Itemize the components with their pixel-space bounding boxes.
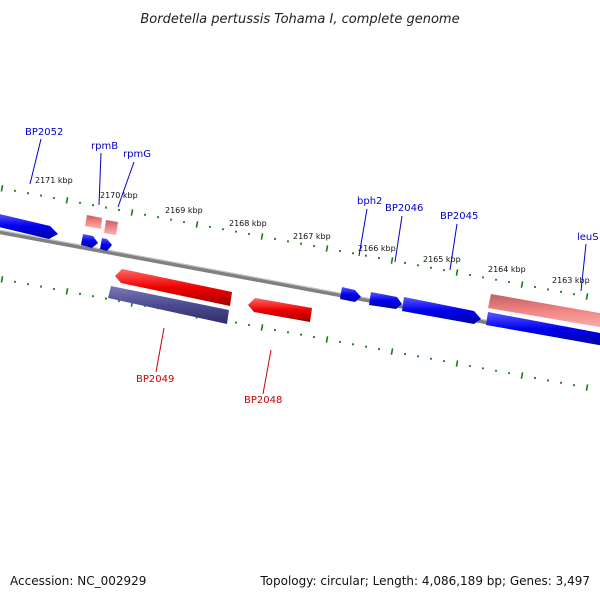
inner-track-major-tick	[0, 276, 4, 283]
genome-summary-text: Topology: circular; Length: 4,086,189 bp…	[259, 574, 590, 588]
gene-arrow-bp2048[interactable]	[248, 298, 312, 322]
gene-arrow-bp2052[interactable]	[0, 213, 58, 239]
rna-gene-rpmg[interactable]	[104, 220, 118, 235]
outer-tick-track	[0, 185, 589, 300]
gene-arrow-bp2046[interactable]	[369, 292, 402, 309]
outer-track-major-tick	[390, 257, 394, 264]
genome-title: Bordetella pertussis Tohama I, complete …	[140, 12, 459, 27]
gene-arrow-leus[interactable]	[486, 312, 600, 346]
leader-bp2046	[394, 215, 403, 263]
outer-track-major-tick	[195, 221, 199, 228]
inner-track-major-tick	[390, 348, 394, 355]
kbp-label-2171: 2171 kbp	[35, 176, 73, 185]
outer-track-major-tick	[455, 269, 459, 276]
inner-track-major-tick	[325, 336, 329, 343]
leader-bp2049	[155, 327, 165, 373]
gene-label-bph2[interactable]: bph2	[357, 196, 382, 207]
kbp-label-2166: 2166 kbp	[358, 244, 396, 253]
gene-arrow-rpmg[interactable]	[100, 238, 112, 251]
kbp-label-2163: 2163 kbp	[552, 276, 590, 285]
leader-rpmb	[98, 152, 102, 206]
gene-label-leus[interactable]: leuS	[577, 232, 599, 243]
inner-track-major-tick	[520, 372, 524, 379]
gene-arrow-bph2[interactable]	[340, 287, 361, 302]
gene-label-rpmb[interactable]: rpmB	[91, 141, 118, 152]
outer-track-major-tick	[130, 209, 134, 216]
gene-label-bp2049[interactable]: BP2049	[136, 374, 174, 385]
leader-rpmg	[117, 161, 135, 208]
kbp-label-2165: 2165 kbp	[423, 255, 461, 264]
outer-track-major-tick	[65, 197, 69, 204]
inner-track-major-tick	[65, 288, 69, 295]
inner-tick-track	[0, 276, 589, 391]
gene-label-bp2045[interactable]: BP2045	[440, 211, 478, 222]
outer-track-major-tick	[585, 293, 589, 300]
gene-arrow-bp2049[interactable]	[115, 269, 232, 306]
pseudo-gene-bp2049[interactable]	[108, 286, 229, 324]
leader-bp2052	[29, 138, 42, 185]
gene-label-bp2048[interactable]: BP2048	[244, 395, 282, 406]
outer-track-major-tick	[325, 245, 329, 252]
inner-track-major-tick	[585, 384, 589, 391]
outer-track-major-tick	[520, 281, 524, 288]
gene-label-bp2046[interactable]: BP2046	[385, 203, 423, 214]
kbp-label-2164: 2164 kbp	[488, 265, 526, 274]
outer-track-major-tick	[260, 233, 264, 240]
kbp-label-2167: 2167 kbp	[293, 232, 331, 241]
gene-label-rpmg[interactable]: rpmG	[123, 149, 151, 160]
leader-bp2045	[449, 223, 458, 271]
rna-gene-leus[interactable]	[488, 294, 600, 328]
kbp-label-2169: 2169 kbp	[165, 206, 203, 215]
rna-gene-rpmb[interactable]	[85, 215, 102, 229]
accession-text: Accession: NC_002929	[10, 574, 146, 588]
leader-bph2	[358, 208, 368, 257]
kbp-label-2170: 2170 kbp	[100, 191, 138, 200]
leader-bp2048	[262, 349, 272, 395]
gene-arrow-bp2045[interactable]	[402, 297, 481, 324]
kbp-label-2168: 2168 kbp	[229, 219, 267, 228]
gene-label-bp2052[interactable]: BP2052	[25, 127, 63, 138]
gene-arrow-rpmb[interactable]	[81, 234, 98, 248]
inner-track-major-tick	[260, 324, 264, 331]
leader-leus	[580, 243, 587, 292]
outer-track-major-tick	[0, 185, 4, 192]
inner-track-major-tick	[455, 360, 459, 367]
